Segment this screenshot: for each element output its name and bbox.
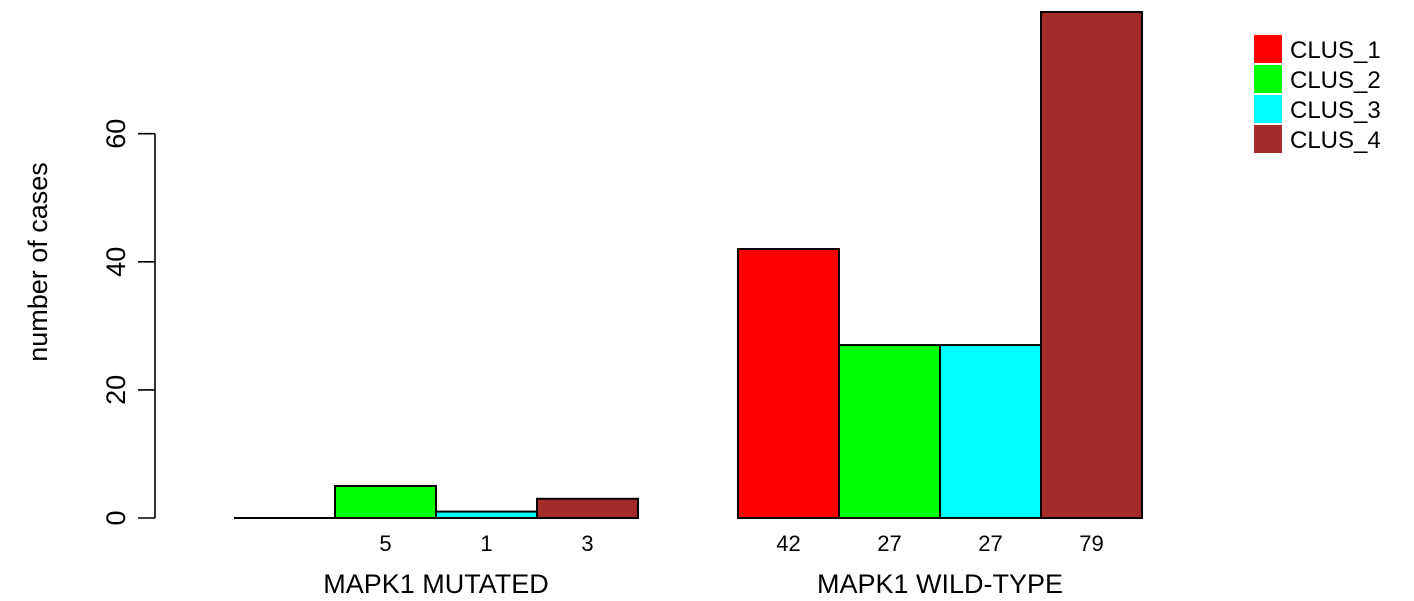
bar-count-label: 79	[1079, 531, 1103, 556]
bar-count-label: 1	[480, 531, 492, 556]
legend: CLUS_1 CLUS_2 CLUS_3 CLUS_4	[1254, 35, 1381, 154]
legend-label-clus_2: CLUS_2	[1290, 67, 1381, 94]
bar-count-label: 27	[877, 531, 901, 556]
bar-clus_3-group-1	[435, 510, 538, 520]
category-label: MAPK1 WILD-TYPE	[817, 569, 1063, 599]
legend-label-clus_1: CLUS_1	[1290, 37, 1381, 64]
bar-count-label: 5	[379, 531, 391, 556]
count-labels: 5 1 3 42 27 27 79	[379, 531, 1103, 556]
y-tick-label: 60	[101, 119, 131, 149]
y-axis-title: number of cases	[23, 162, 53, 362]
bar-clus_2-group-1	[334, 484, 437, 519]
bar-count-label: 42	[776, 531, 800, 556]
legend-swatch-clus_1	[1254, 35, 1282, 63]
legend-swatch-clus_2	[1254, 65, 1282, 93]
bar-clus_3-group-2	[939, 344, 1042, 519]
bar-count-label: 27	[978, 531, 1002, 556]
category-label: MAPK1 MUTATED	[323, 569, 549, 599]
group-labels: MAPK1 MUTATED MAPK1 WILD-TYPE	[323, 569, 1063, 599]
bar-clus_4-group-2	[1040, 11, 1143, 519]
y-tick-label: 40	[101, 247, 131, 277]
bar-count-label: 3	[581, 531, 593, 556]
bar-clus_4-group-1	[536, 497, 639, 520]
legend-label-clus_3: CLUS_3	[1290, 97, 1381, 124]
legend-swatch-clus_4	[1254, 125, 1282, 153]
bars	[234, 11, 1143, 520]
bar-clus_2-group-2	[838, 344, 941, 519]
y-tick-label: 0	[101, 510, 131, 525]
y-tick-label: 20	[101, 375, 131, 405]
legend-label-clus_4: CLUS_4	[1290, 127, 1381, 154]
bar-clus_1-group-2	[737, 247, 840, 519]
y-axis: 0 20 40 60	[101, 119, 156, 526]
legend-swatch-clus_3	[1254, 95, 1282, 123]
